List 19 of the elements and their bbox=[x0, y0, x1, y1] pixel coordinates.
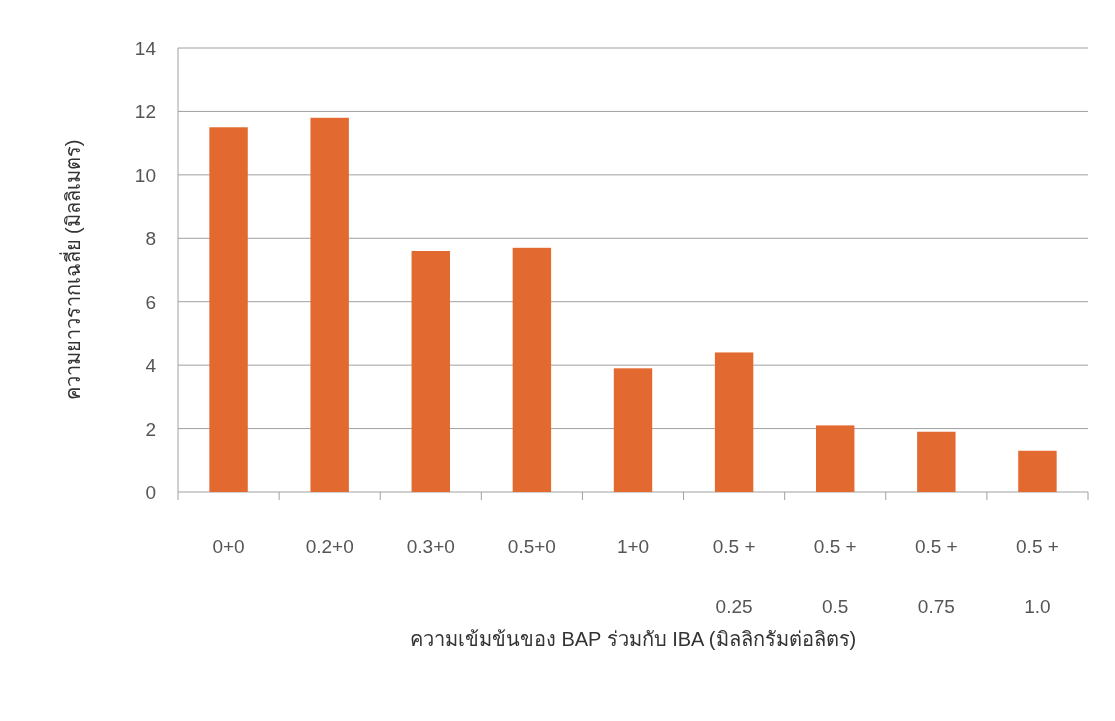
y-axis-title: ความยาวรากเฉลี่ย (มิลลิเมตร) bbox=[59, 139, 84, 401]
y-tick-label: 2 bbox=[145, 418, 156, 440]
y-tick-label: 14 bbox=[134, 38, 157, 59]
category-label: 0.5 + 1.0 bbox=[1016, 536, 1059, 617]
x-tick-label: 0.2+0 bbox=[305, 536, 354, 557]
y-tick-label: 12 bbox=[134, 101, 156, 123]
category-label: 0.5 + 0.25 bbox=[712, 536, 756, 617]
x-tick-label: 0.5+0 bbox=[507, 536, 556, 557]
x-axis-title: ความเข้มข้นของ BAP ร่วมกับ IBA (มิลลิกรัมต่อลิตร) bbox=[409, 628, 857, 650]
x-tick-label: 0.3+0 bbox=[406, 536, 455, 557]
category-label: 0.5 + 0.5 bbox=[813, 536, 857, 617]
y-tick-label: 8 bbox=[145, 228, 156, 250]
x-tick-label: 0+0 bbox=[212, 536, 245, 557]
category-label: 0.5 + 0.75 bbox=[914, 536, 958, 617]
x-tick-label: 1+0 bbox=[616, 536, 650, 557]
y-tick-label: 10 bbox=[134, 164, 156, 186]
y-tick-label: 0 bbox=[145, 482, 156, 503]
y-tick-label: 6 bbox=[145, 291, 156, 313]
y-tick-label: 4 bbox=[145, 355, 157, 377]
